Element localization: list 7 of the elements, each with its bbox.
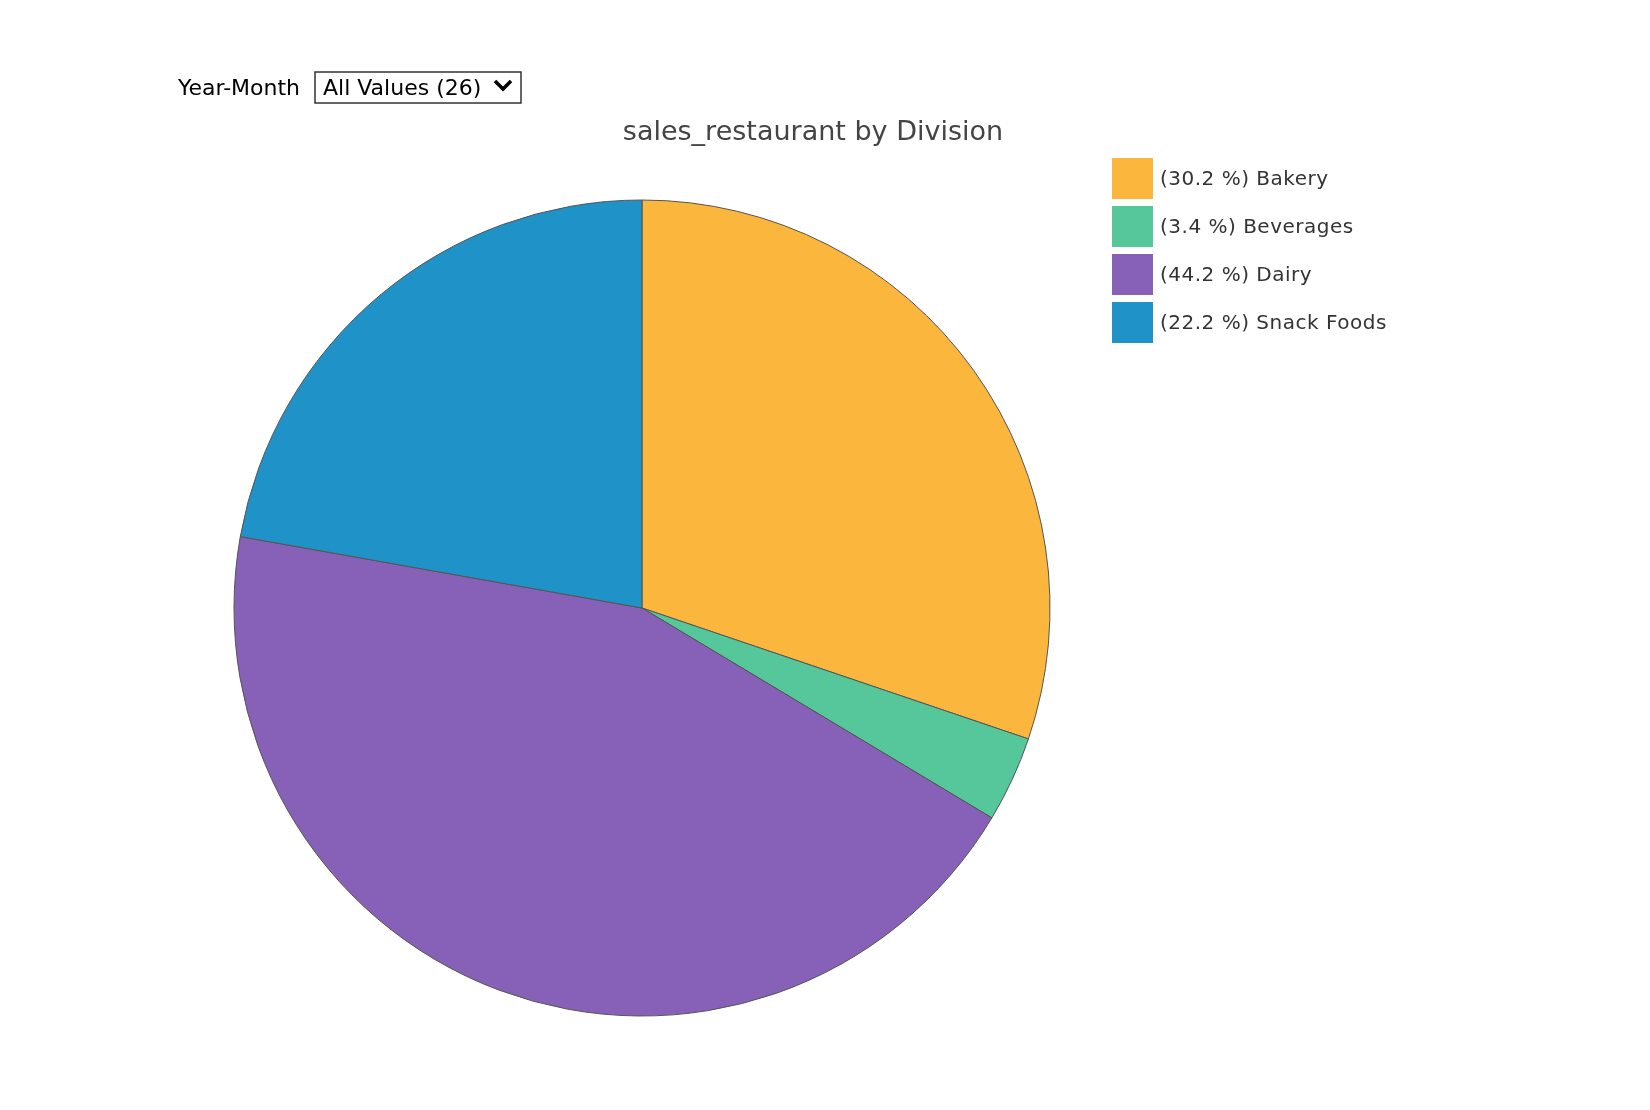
text: All Values (26) [323, 75, 482, 100]
legend-label: (30.2 %) Bakery [1160, 166, 1329, 190]
legend-label: (3.4 %) Beverages [1160, 214, 1354, 238]
chart-title: sales_restaurant by Division [622, 115, 1004, 146]
legend-label: (44.2 %) Dairy [1160, 262, 1313, 286]
text: Year-Month [177, 75, 301, 100]
legend-label: (22.2 %) Snack Foods [1160, 310, 1387, 334]
